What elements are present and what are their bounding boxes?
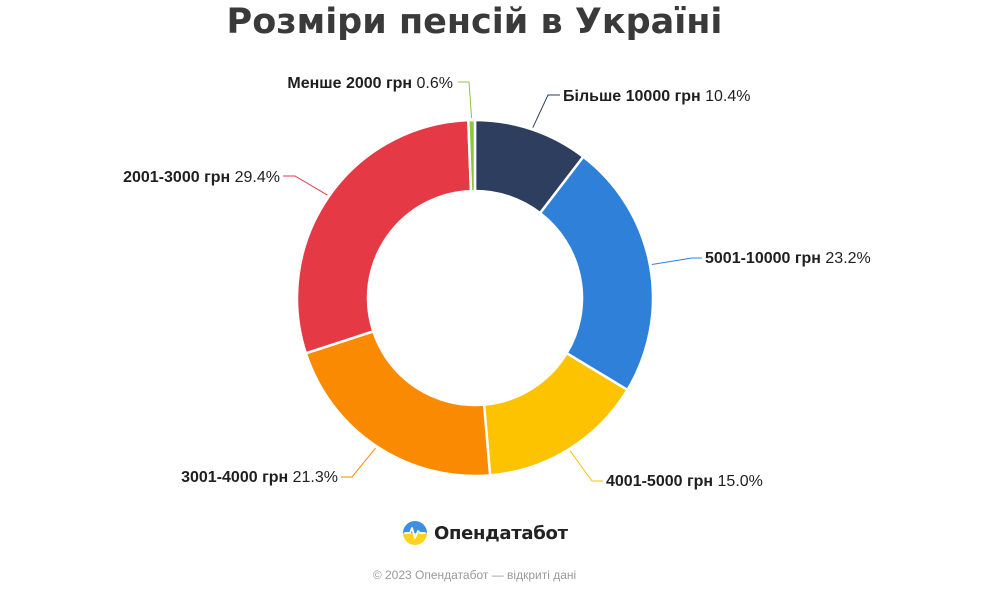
slice-label-4: 3001-4000 грн 21.3% bbox=[181, 469, 338, 486]
footer-copyright: © 2023 Опендатабот — відкриті дані bbox=[372, 568, 577, 582]
slice-4[interactable] bbox=[304, 330, 492, 478]
opendatabot-logo-icon bbox=[403, 521, 427, 545]
slice-value-label: 15.0% bbox=[718, 473, 763, 490]
leader-line-5 bbox=[283, 175, 328, 196]
leader-line-6 bbox=[458, 81, 473, 119]
slice-value-label: 23.2% bbox=[825, 250, 870, 267]
brand-name: Опендатабот bbox=[434, 522, 568, 544]
slice-value-label: 0.6% bbox=[417, 75, 453, 92]
slice-category-label: 5001-10000 грн bbox=[705, 250, 825, 267]
leader-line-2 bbox=[651, 257, 702, 266]
slice-label-2: 5001-10000 грн 23.2% bbox=[705, 250, 871, 267]
brand-logo[interactable]: Опендатабот bbox=[402, 518, 568, 548]
leader-line-3 bbox=[569, 450, 603, 482]
slice-5[interactable] bbox=[295, 118, 473, 355]
slice-category-label: Менше 2000 грн bbox=[287, 75, 416, 92]
slice-label-1: Більше 10000 грн 10.4% bbox=[563, 88, 750, 105]
slice-labels: Більше 10000 грн 10.4% 5001-10000 грн 23.… bbox=[123, 75, 871, 490]
slice-label-5: 2001-3000 грн 29.4% bbox=[123, 169, 280, 186]
slice-value-label: 21.3% bbox=[293, 469, 338, 486]
leader-line-4 bbox=[341, 447, 377, 478]
slice-value-label: 29.4% bbox=[235, 169, 280, 186]
slice-value-label: 10.4% bbox=[705, 88, 750, 105]
slice-category-label: 4001-5000 грн bbox=[606, 473, 718, 490]
slice-category-label: 2001-3000 грн bbox=[123, 169, 235, 186]
slice-6[interactable] bbox=[467, 118, 477, 193]
slice-label-3: 4001-5000 грн 15.0% bbox=[606, 473, 763, 490]
leader-lines bbox=[283, 81, 702, 482]
slice-2[interactable] bbox=[538, 155, 655, 392]
slice-category-label: Більше 10000 грн bbox=[563, 88, 705, 105]
slice-category-label: 3001-4000 грн bbox=[181, 469, 293, 486]
slice-label-6: Менше 2000 грн 0.6% bbox=[287, 75, 453, 92]
chart-title: Розміри пенсій в Україні bbox=[226, 2, 723, 42]
leader-line-1 bbox=[532, 94, 560, 128]
donut-slices bbox=[295, 118, 655, 478]
